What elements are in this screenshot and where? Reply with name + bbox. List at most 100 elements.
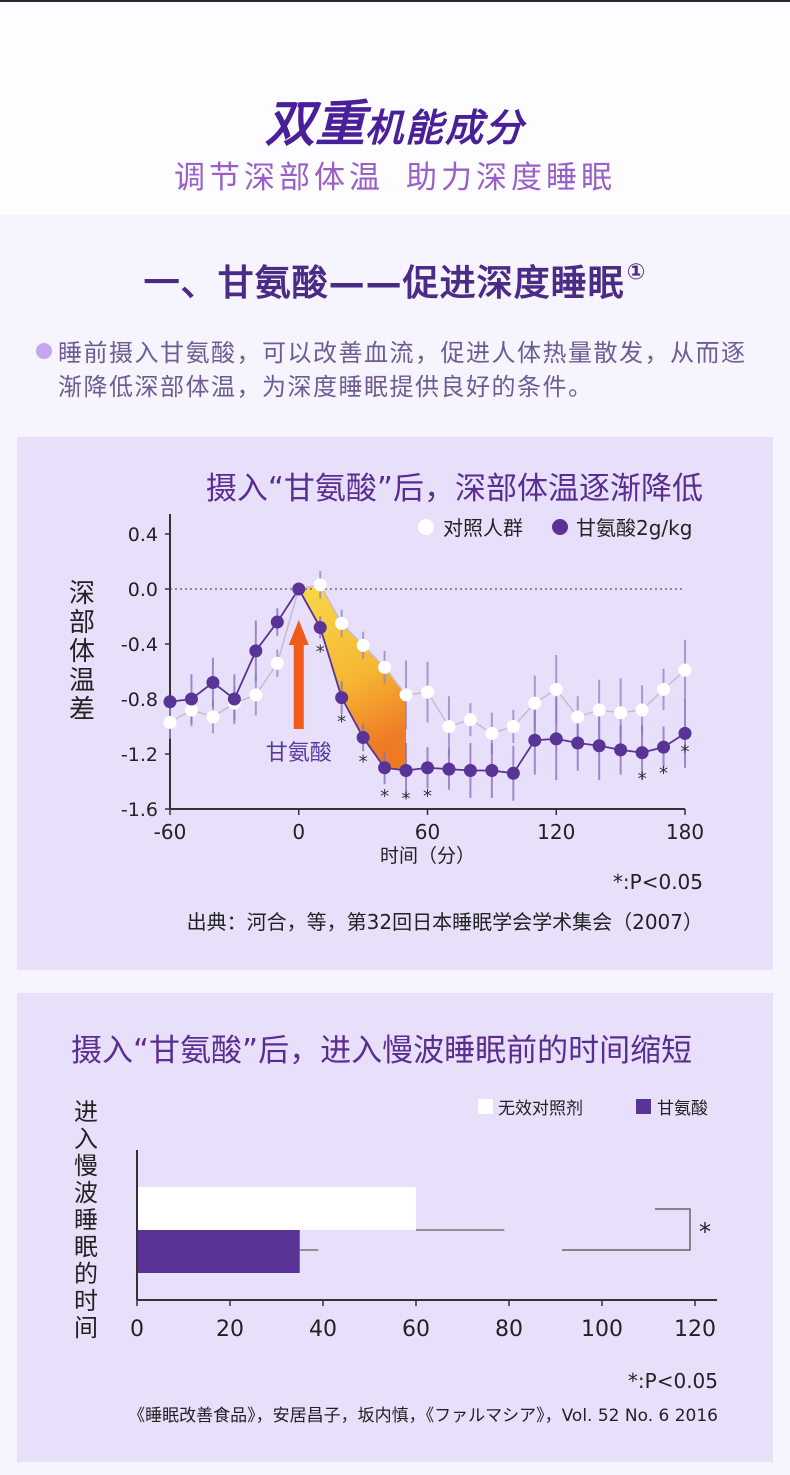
glycine-data-point [485, 764, 499, 777]
glycine-data-point [463, 764, 477, 777]
y-tick-label: 0.4 [128, 524, 158, 546]
glycine-data-point [399, 764, 413, 777]
hero-subtitle-part2: 助力深度睡眠 [406, 160, 616, 196]
svg-text:无效对照剂: 无效对照剂 [498, 1099, 583, 1119]
control-data-point [356, 638, 370, 652]
glycine-data-point [528, 733, 542, 747]
footnote-mark: ① [626, 260, 647, 285]
control-data-point [378, 660, 392, 674]
control-data-point [635, 703, 649, 717]
control-data-point [163, 715, 177, 729]
control-data-point [592, 703, 606, 717]
glycine-data-point [249, 644, 263, 658]
x-tick-label: 100 [581, 1317, 623, 1342]
x-tick-label: 40 [309, 1317, 337, 1342]
glycine-data-point [163, 695, 177, 709]
control-data-point [421, 685, 434, 699]
glycine-data-point [335, 691, 349, 705]
arrow-label: 甘氨酸 [266, 741, 332, 766]
section-title-text: 一、甘氨酸——促进深度睡眠 [143, 263, 625, 304]
bar-chart-slow-wave-sleep: 0 20 40 60 80 100 120 * 无效对照剂 甘氨酸 [130, 1099, 717, 1342]
significance-asterisk: * [423, 786, 432, 807]
x-tick-label: 20 [216, 1317, 244, 1342]
control-data-point [270, 656, 284, 670]
control-data-point [442, 720, 456, 733]
hero-subtitle: 调节深部体温 助力深度睡眠 [0, 152, 790, 197]
bullet-dot-icon [36, 343, 52, 359]
glycine-intake-arrow-icon [288, 620, 309, 729]
significance-asterisk: * [659, 763, 668, 784]
description-text: 睡前摄入甘氨酸，可以改善血流，促进人体热量散发，从而逐渐降低深部体温，为深度睡眠… [58, 339, 747, 401]
glycine-data-point [635, 746, 649, 760]
glycine-data-point [549, 732, 563, 746]
line-chart-body-temperature: 0.4 0.0 -0.4 -0.8 -1.2 -1.6-60 0 60 120 180 时间（分） *… [121, 514, 704, 867]
control-data-point [313, 578, 327, 592]
x-tick-label: 120 [537, 820, 575, 844]
significance-asterisk: * [402, 789, 411, 810]
glycine-data-point [356, 731, 370, 744]
x-tick-label: 180 [666, 820, 704, 844]
glycine-data-point [678, 726, 692, 740]
chart1-significance-note: *:P<0.05 [612, 870, 703, 894]
x-tick-label: -60 [154, 820, 187, 844]
section-title: 一、甘氨酸——促进深度睡眠① [0, 254, 790, 306]
chart2-source: 《睡眠改善食品》，安居昌子，坂内慎，《ファルマシア》，Vol. 52 No. 6… [128, 1406, 718, 1426]
significance-asterisk: * [681, 741, 690, 762]
glycine-data-point [592, 739, 606, 753]
significance-asterisk: * [337, 712, 346, 733]
control-data-point [249, 688, 263, 702]
glycine-data-point [292, 582, 306, 596]
x-tick-label: 60 [415, 820, 440, 844]
x-tick-label: 80 [495, 1317, 523, 1342]
significance-asterisk: * [316, 642, 325, 663]
glycine-data-point [506, 766, 520, 780]
y-tick-label: -1.6 [121, 799, 158, 821]
hero-title: 双重机能成分 [0, 84, 790, 156]
glycine-data-point [184, 692, 198, 706]
chart2-legend: 无效对照剂 甘氨酸 [478, 1099, 708, 1119]
control-data-point [657, 682, 671, 696]
chart2-title: 摄入“甘氨酸”后，进入慢波睡眠前的时间缩短 [71, 1033, 693, 1069]
chart1-ylabel: 深部体温差 [68, 579, 95, 725]
x-tick-label: 120 [674, 1317, 716, 1342]
svg-text:甘氨酸: 甘氨酸 [657, 1099, 708, 1119]
glycine-bar [138, 1230, 300, 1273]
y-tick-label: -0.4 [121, 634, 158, 656]
control-data-point [571, 710, 585, 724]
hero-title-rest: 机能成分 [364, 106, 525, 150]
placebo-bar [138, 1187, 416, 1230]
significance-asterisk: * [359, 752, 368, 773]
control-data-point [485, 726, 499, 740]
glycine-data-point [442, 762, 456, 776]
glycine-data-point [378, 761, 392, 775]
x-axis-label: 时间（分） [380, 845, 475, 867]
control-data-point [184, 703, 198, 717]
hero-header: 双重机能成分 调节深部体温 助力深度睡眠 [0, 2, 790, 215]
control-data-point [614, 706, 628, 720]
shaded-effect-area [298, 584, 407, 771]
svg-text:*: * [699, 1218, 711, 1246]
control-data-point [506, 720, 520, 733]
control-data-point [463, 713, 477, 727]
x-tick-label: 60 [402, 1317, 430, 1342]
top-border [0, 0, 790, 2]
control-data-point [678, 663, 692, 677]
glycine-data-point [270, 615, 284, 629]
chart2-ylabel: 进入慢波睡眠的时间 [74, 1098, 98, 1342]
glycine-data-point [657, 740, 671, 754]
glycine-data-point [421, 761, 434, 775]
chart-panel-body-temperature: 摄入“甘氨酸”后，深部体温逐渐降低 0.4 0.0 -0.4 -0.8 -1.2 -1.6… [17, 437, 773, 970]
glycine-data-point [313, 621, 327, 634]
chart2-significance-note: *:P<0.05 [627, 1369, 718, 1393]
glycine-data-point [227, 692, 241, 706]
x-tick-label: 0 [130, 1317, 144, 1342]
y-tick-label: 0.0 [128, 579, 158, 601]
y-tick-label: -1.2 [121, 744, 158, 766]
significance-asterisk: * [638, 769, 647, 790]
glycine-data-point [614, 743, 628, 757]
control-data-point [206, 710, 220, 724]
control-data-point [528, 696, 542, 710]
chart1-legend: 对照人群 甘氨酸2g/kg [418, 516, 692, 540]
glycine-data-point [571, 736, 585, 750]
hero-title-emphasis: 双重 [264, 95, 365, 153]
